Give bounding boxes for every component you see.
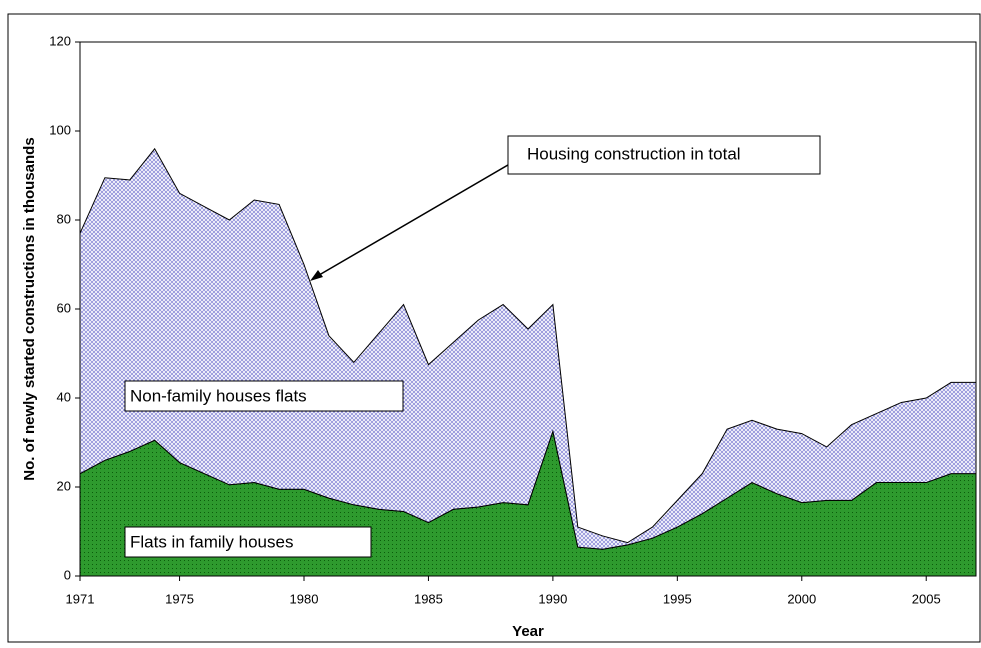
arrow <box>313 157 521 279</box>
x-tick-label: 1971 <box>66 591 95 606</box>
x-tick-label: 1980 <box>290 591 319 606</box>
legend-label: Flats in family houses <box>130 532 293 551</box>
arrow-head <box>310 270 323 281</box>
legend-label: Non-family houses flats <box>130 386 307 405</box>
x-tick-label: 2005 <box>912 591 941 606</box>
chart-frame <box>7 13 981 643</box>
y-tick-label: 20 <box>57 478 71 493</box>
annotation-box <box>507 135 821 175</box>
legend-box <box>124 380 404 412</box>
x-tick-label: 1995 <box>663 591 692 606</box>
legend-box <box>124 526 372 558</box>
y-axis-title: No. of newly started constructions in th… <box>21 137 38 480</box>
y-tick-label: 40 <box>57 389 71 404</box>
x-tick-label: 1975 <box>165 591 194 606</box>
x-tick-label: 1990 <box>538 591 567 606</box>
annotation: Housing construction in total <box>527 144 741 163</box>
y-tick-label: 100 <box>49 122 71 137</box>
y-tick-label: 80 <box>57 211 71 226</box>
x-tick-label: 2000 <box>787 591 816 606</box>
y-tick-label: 60 <box>57 300 71 315</box>
y-tick-label: 120 <box>49 33 71 48</box>
x-tick-label: 1985 <box>414 591 443 606</box>
y-tick-label: 0 <box>64 567 71 582</box>
x-axis-title: Year <box>512 623 544 640</box>
